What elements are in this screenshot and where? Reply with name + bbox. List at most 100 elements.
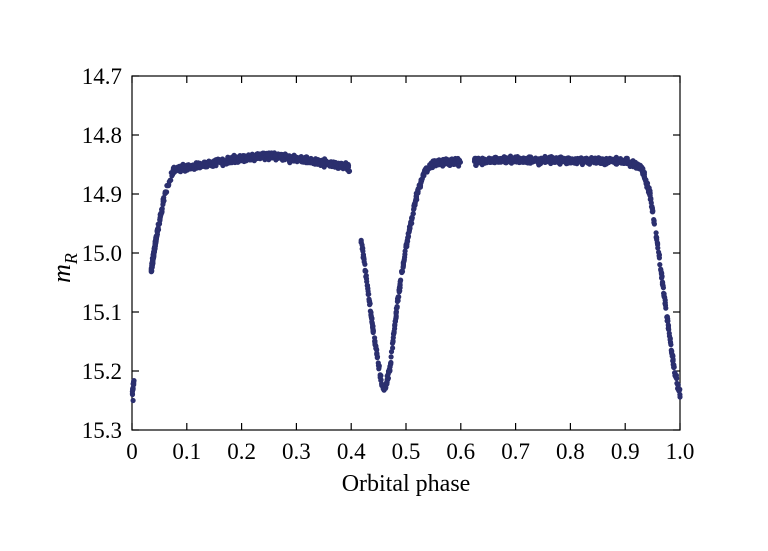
data-point xyxy=(510,155,516,162)
data-point xyxy=(365,291,371,297)
y-tick-label: 15.0 xyxy=(82,241,122,266)
data-point xyxy=(523,155,530,161)
y-tick-label: 14.8 xyxy=(82,123,122,148)
data-point xyxy=(404,240,410,246)
data-point xyxy=(677,394,683,400)
data-point xyxy=(651,221,658,227)
data-point xyxy=(393,311,399,317)
data-point xyxy=(345,163,351,170)
data-point xyxy=(451,161,457,167)
data-point xyxy=(254,155,260,162)
data-point xyxy=(497,155,503,162)
x-tick-label: 0.6 xyxy=(446,439,475,464)
y-tick-label: 15.2 xyxy=(82,359,122,384)
data-point xyxy=(150,255,156,261)
data-point xyxy=(654,240,660,246)
data-point xyxy=(606,157,612,163)
data-point xyxy=(149,267,155,273)
data-point xyxy=(295,155,301,162)
data-point xyxy=(456,163,462,169)
y-axis-title-subscript: R xyxy=(61,253,81,265)
data-point xyxy=(402,248,408,254)
data-point xyxy=(602,158,608,164)
data-point xyxy=(206,158,212,164)
data-point xyxy=(367,308,373,314)
y-axis-title: mR xyxy=(47,253,81,283)
data-point xyxy=(387,367,393,373)
data-point xyxy=(431,158,437,164)
data-point xyxy=(283,152,289,158)
data-point xyxy=(320,160,326,166)
data-point xyxy=(646,191,652,197)
data-point xyxy=(661,290,667,296)
data-point xyxy=(668,347,674,353)
data-point xyxy=(520,159,526,165)
data-point xyxy=(670,356,676,362)
x-tick-label: 0.3 xyxy=(282,439,311,464)
data-point xyxy=(130,381,136,387)
data-point xyxy=(397,279,403,285)
data-point xyxy=(419,176,425,182)
data-point xyxy=(375,360,381,366)
data-point xyxy=(361,259,367,265)
data-point xyxy=(421,170,427,176)
data-point xyxy=(409,216,415,222)
data-point xyxy=(228,159,234,165)
data-point xyxy=(578,159,584,165)
data-point xyxy=(385,371,391,377)
data-point xyxy=(671,362,677,368)
x-tick-label: 0.7 xyxy=(501,439,530,464)
data-point xyxy=(439,161,445,167)
x-tick-label: 0.4 xyxy=(337,439,366,464)
data-point xyxy=(155,226,161,232)
data-point xyxy=(402,254,408,260)
data-point xyxy=(259,154,265,161)
svg-text:mR: mR xyxy=(47,253,81,283)
data-point xyxy=(385,377,391,383)
data-point xyxy=(170,169,176,175)
data-point xyxy=(370,323,376,329)
data-point xyxy=(266,157,272,163)
data-point xyxy=(368,314,374,320)
data-point xyxy=(636,163,642,170)
data-point xyxy=(388,361,394,367)
data-point xyxy=(238,155,244,161)
data-point xyxy=(327,161,333,168)
data-point xyxy=(223,160,229,166)
data-point xyxy=(409,220,415,226)
data-point xyxy=(536,160,542,166)
data-point xyxy=(653,234,659,240)
y-tick-label: 14.9 xyxy=(82,182,122,207)
data-point xyxy=(181,163,187,169)
data-point xyxy=(379,381,385,387)
x-tick-label: 0.8 xyxy=(556,439,585,464)
data-point xyxy=(564,159,570,165)
data-point xyxy=(210,159,216,165)
data-point xyxy=(475,156,481,162)
data-point xyxy=(388,354,394,360)
data-point xyxy=(158,213,164,219)
data-point xyxy=(394,304,400,310)
data-point xyxy=(216,159,223,165)
data-point xyxy=(640,169,646,175)
data-point xyxy=(646,187,652,193)
data-point xyxy=(280,157,286,163)
data-point xyxy=(659,279,666,285)
data-point xyxy=(502,155,508,161)
data-point xyxy=(399,268,406,275)
data-point xyxy=(401,258,407,264)
data-point xyxy=(656,255,663,261)
data-point xyxy=(428,162,434,168)
data-point xyxy=(665,325,672,331)
data-point xyxy=(376,366,382,372)
data-point xyxy=(149,259,155,265)
data-point xyxy=(346,168,353,174)
data-point xyxy=(278,153,284,159)
x-tick-label: 0.5 xyxy=(392,439,421,464)
data-point xyxy=(370,328,376,334)
data-point xyxy=(675,382,681,388)
data-point xyxy=(160,198,166,204)
data-point xyxy=(388,349,395,355)
data-point xyxy=(159,206,165,212)
data-point xyxy=(659,270,665,276)
